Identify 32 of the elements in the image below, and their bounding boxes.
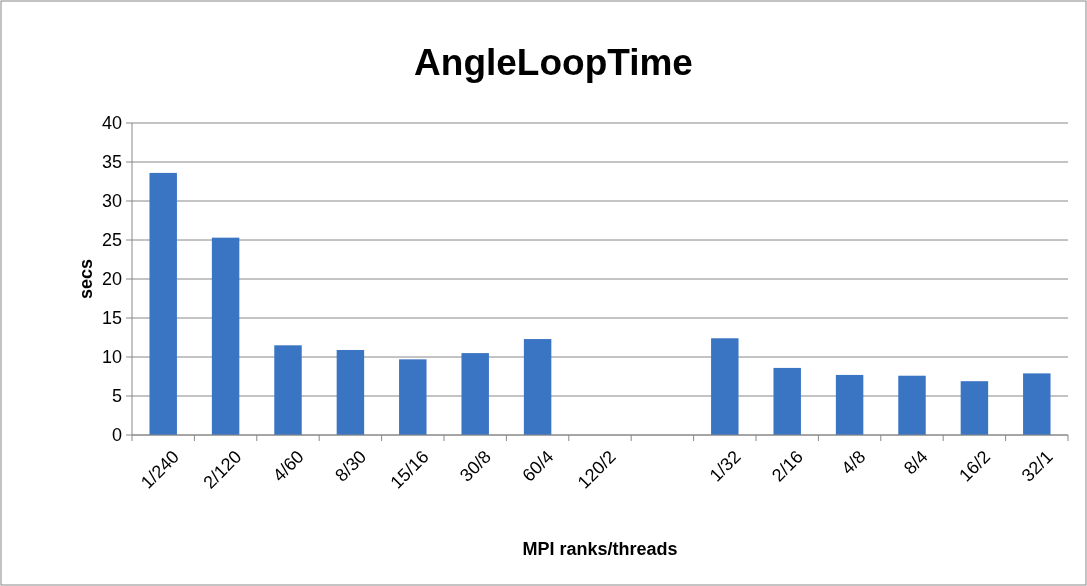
x-tick-label: 4/60	[268, 446, 308, 486]
bar	[149, 172, 177, 435]
y-axis-title: secs	[76, 258, 96, 300]
bar	[711, 338, 739, 435]
bar	[960, 381, 989, 435]
y-tick-label: 5	[111, 386, 122, 407]
y-tick-label: 40	[101, 113, 122, 134]
y-tick-label: 10	[101, 347, 122, 368]
bar	[523, 339, 552, 435]
bar	[1023, 373, 1051, 435]
bar	[773, 367, 801, 435]
x-tick-label: 8/4	[899, 446, 932, 479]
x-axis-title: MPI ranks/threads	[522, 539, 678, 559]
bar	[898, 375, 926, 435]
x-tick-label: 4/8	[837, 446, 870, 479]
y-tick-label: 25	[101, 230, 122, 251]
bar	[835, 374, 864, 435]
bar	[211, 237, 240, 435]
bar	[461, 353, 489, 435]
chart-title: AngleLoopTime	[414, 42, 693, 83]
bar	[399, 359, 427, 435]
y-tick-label: 30	[101, 191, 122, 212]
bar	[336, 349, 365, 435]
y-tick-label: 35	[101, 152, 122, 173]
bar	[274, 345, 302, 435]
y-tick-label: 15	[101, 308, 122, 329]
x-tick-label: 8/30	[331, 446, 371, 486]
x-tick-label: 60/4	[518, 446, 558, 486]
y-tick-label: 0	[111, 425, 122, 446]
x-tick-label: 30/8	[456, 446, 495, 486]
x-tick-label: 32/1	[1017, 446, 1057, 486]
y-tick-label: 20	[101, 269, 122, 290]
